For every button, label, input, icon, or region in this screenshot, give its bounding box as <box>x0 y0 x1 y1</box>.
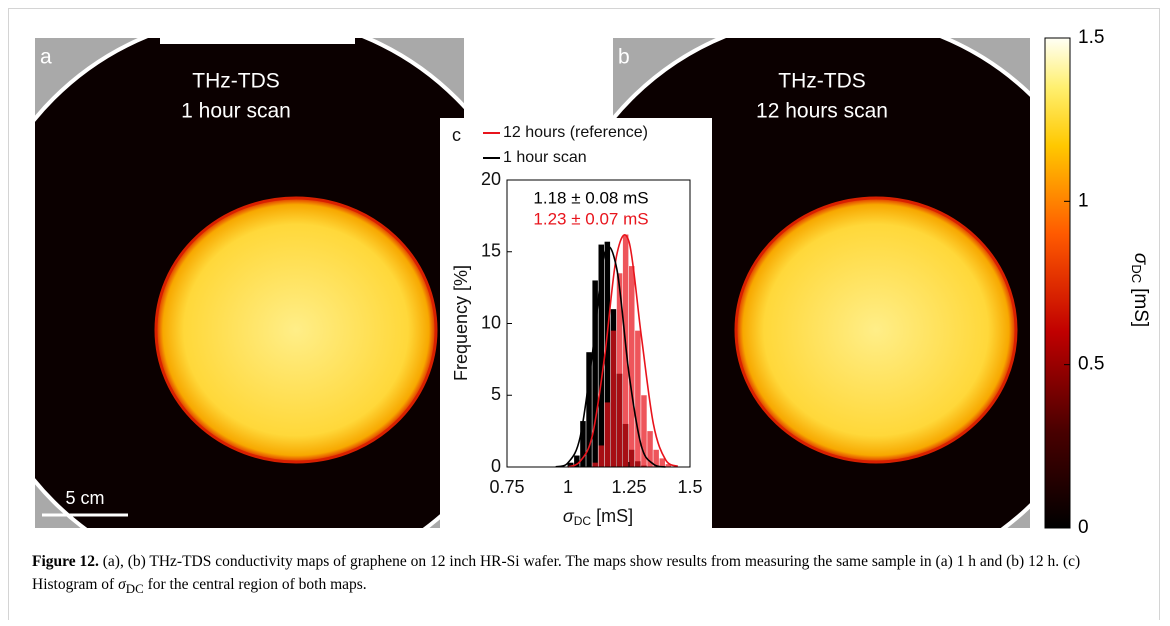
bar <box>598 445 604 467</box>
bar <box>629 266 635 467</box>
caption-text: (a), (b) THz-TDS conductivity maps of gr… <box>32 553 1081 593</box>
y-tick-label: 5 <box>491 384 501 404</box>
bar <box>647 431 653 467</box>
x-axis-label: σDC [mS] <box>563 506 633 528</box>
y-tick-label: 15 <box>481 241 501 261</box>
subscript: DC <box>1129 264 1144 283</box>
bar <box>604 241 611 467</box>
bar <box>641 395 647 467</box>
bar <box>653 449 659 467</box>
unit: [mS] <box>1130 288 1151 327</box>
bar <box>598 244 604 467</box>
panel-label: b <box>618 46 630 69</box>
colorbar-tick-label: 1 <box>1078 190 1089 211</box>
bar <box>574 455 580 467</box>
x-tick-label: 1 <box>563 477 573 497</box>
panel-title: THz-TDS <box>778 70 866 93</box>
colorbar-tick-label: 1.5 <box>1078 27 1104 48</box>
caption-label: Figure 12. <box>32 553 99 570</box>
annotation: 1.18 ± 0.08 mS <box>533 188 648 207</box>
x-tick-label: 0.75 <box>489 477 524 497</box>
colorbar <box>1044 37 1071 529</box>
annotation: 1.23 ± 0.07 mS <box>533 209 648 228</box>
caption-text: for the central region of both maps. <box>147 576 367 593</box>
bar <box>604 402 611 467</box>
legend-label: 12 hours (reference) <box>503 124 648 141</box>
colorbar-tick-label: 0.5 <box>1078 354 1104 375</box>
bar <box>610 330 617 467</box>
panel-subtitle: 1 hour scan <box>181 100 291 123</box>
legend-label: 1 hour scan <box>503 149 587 166</box>
bar <box>592 280 598 467</box>
colorbar-label: σDC [mS] <box>1129 253 1151 327</box>
caption: Figure 12. (a), (b) THz-TDS conductivity… <box>32 550 1142 600</box>
panel-subtitle: 12 hours scan <box>756 100 888 123</box>
bar <box>592 462 598 467</box>
map-a <box>35 38 464 528</box>
bar <box>616 273 623 467</box>
y-tick-label: 20 <box>481 169 501 189</box>
bar <box>568 462 574 467</box>
panel-label: c <box>452 125 461 145</box>
bar <box>586 352 592 467</box>
fit-curve <box>555 245 666 468</box>
y-tick-label: 10 <box>481 312 501 332</box>
bar <box>580 421 586 467</box>
y-axis-label: Frequency [%] <box>451 265 471 381</box>
scale-label: 5 cm <box>65 488 104 508</box>
panel-title: THz-TDS <box>192 70 280 93</box>
symbol: σ <box>563 506 575 526</box>
fit-curve <box>567 234 679 468</box>
y-tick-label: 0 <box>491 456 501 476</box>
caption-subscript: DC <box>125 581 144 597</box>
bar <box>635 330 641 467</box>
bar <box>659 458 665 467</box>
x-tick-label: 1.5 <box>677 477 702 497</box>
colorbar-tick-label: 0 <box>1078 517 1089 538</box>
x-tick-label: 1.25 <box>611 477 646 497</box>
caption-symbol: σ <box>118 576 126 593</box>
frame <box>8 8 1160 620</box>
subscript: DC <box>574 514 592 528</box>
panel-label: a <box>40 46 52 69</box>
symbol: σ <box>1130 253 1151 266</box>
unit: [mS] <box>596 506 633 526</box>
histogram: 12 hours (reference) 1 hour scan 1.18 ± 0.… <box>481 124 703 497</box>
figure-graphics: a THz-TDS 1 hour scan 5 cm b THz-TDS 12 … <box>35 27 1151 538</box>
bar <box>665 464 672 467</box>
